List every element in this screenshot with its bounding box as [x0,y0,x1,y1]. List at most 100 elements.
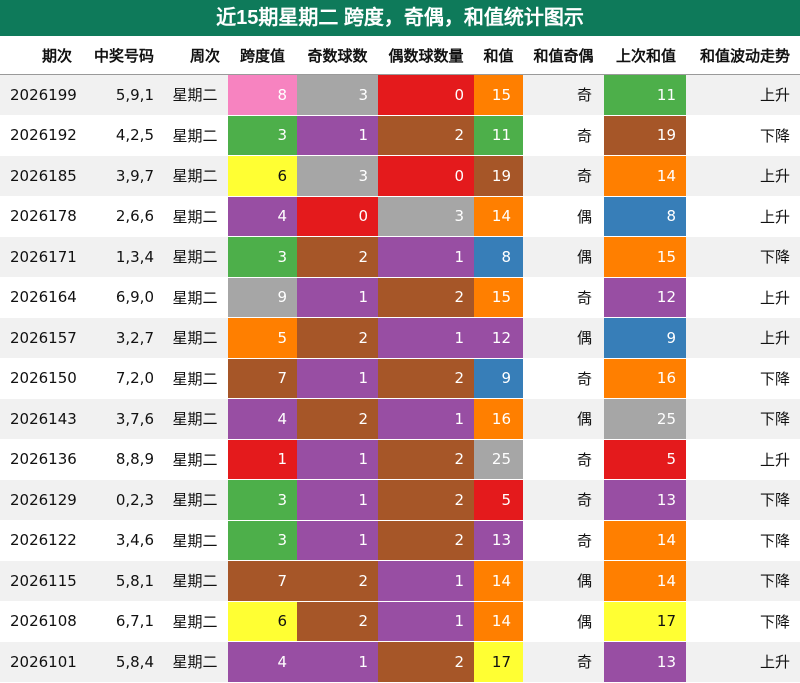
odd-count-cell: 1 [297,358,378,399]
weekday-cell: 星期二 [162,520,228,561]
numbers-cell: 6,7,1 [88,601,162,642]
odd-count-cell: 1 [297,115,378,156]
parity-cell: 奇 [523,479,604,521]
even-count-cell: 2 [378,277,474,318]
trend-cell: 上升 [686,317,800,359]
table-row: 2026199 5,9,1 星期二 8 3 0 15 奇 11 上升 [0,74,800,116]
span-cell: 8 [228,74,297,116]
header-odd-count: 奇数球数 [297,36,378,75]
parity-cell: 偶 [523,236,604,278]
prev-sum-cell: 9 [604,317,686,359]
sum-cell: 14 [474,601,523,642]
trend-cell: 上升 [686,277,800,318]
period-cell: 2026108 [0,601,88,642]
prev-sum-cell: 12 [604,277,686,318]
table-row: 2026136 8,8,9 星期二 1 1 2 25 奇 5 上升 [0,439,800,480]
table-row: 2026101 5,8,4 星期二 4 1 2 17 奇 13 上升 [0,641,800,683]
span-cell: 4 [228,641,297,683]
period-cell: 2026164 [0,277,88,318]
even-count-cell: 1 [378,560,474,602]
sum-cell: 15 [474,74,523,116]
numbers-cell: 2,6,6 [88,196,162,237]
sum-cell: 15 [474,277,523,318]
numbers-cell: 4,2,5 [88,115,162,156]
span-cell: 4 [228,398,297,440]
prev-sum-cell: 13 [604,641,686,683]
odd-count-cell: 2 [297,236,378,278]
even-count-cell: 2 [378,641,474,683]
trend-cell: 下降 [686,398,800,440]
trend-cell: 下降 [686,236,800,278]
prev-sum-cell: 14 [604,520,686,561]
prev-sum-cell: 8 [604,196,686,237]
even-count-cell: 0 [378,74,474,116]
sum-cell: 9 [474,358,523,399]
table-header-row: 期次 中奖号码 周次 跨度值 奇数球数 偶数球数量 和值 和值奇偶 上次和值 和… [0,36,800,75]
even-count-cell: 3 [378,196,474,237]
span-cell: 3 [228,115,297,156]
table-row: 2026178 2,6,6 星期二 4 0 3 14 偶 8 上升 [0,196,800,237]
prev-sum-cell: 19 [604,115,686,156]
parity-cell: 奇 [523,155,604,197]
period-cell: 2026122 [0,520,88,561]
header-sum-parity: 和值奇偶 [523,36,604,75]
parity-cell: 奇 [523,520,604,561]
weekday-cell: 星期二 [162,479,228,521]
table-row: 2026171 1,3,4 星期二 3 2 1 8 偶 15 下降 [0,236,800,278]
even-count-cell: 1 [378,236,474,278]
table-row: 2026108 6,7,1 星期二 6 2 1 14 偶 17 下降 [0,601,800,642]
prev-sum-cell: 13 [604,479,686,521]
span-cell: 6 [228,601,297,642]
span-cell: 1 [228,439,297,480]
prev-sum-cell: 14 [604,155,686,197]
odd-count-cell: 1 [297,277,378,318]
header-prev-sum: 上次和值 [604,36,686,75]
numbers-cell: 6,9,0 [88,277,162,318]
prev-sum-cell: 5 [604,439,686,480]
trend-cell: 上升 [686,641,800,683]
span-cell: 6 [228,155,297,197]
even-count-cell: 0 [378,155,474,197]
parity-cell: 偶 [523,601,604,642]
prev-sum-cell: 14 [604,560,686,602]
span-cell: 9 [228,277,297,318]
stats-table: 期次 中奖号码 周次 跨度值 奇数球数 偶数球数量 和值 和值奇偶 上次和值 和… [0,36,800,683]
header-sum: 和值 [474,36,523,75]
weekday-cell: 星期二 [162,196,228,237]
period-cell: 2026143 [0,398,88,440]
odd-count-cell: 1 [297,479,378,521]
table-row: 2026157 3,2,7 星期二 5 2 1 12 偶 9 上升 [0,317,800,359]
table-row: 2026150 7,2,0 星期二 7 1 2 9 奇 16 下降 [0,358,800,399]
parity-cell: 奇 [523,277,604,318]
weekday-cell: 星期二 [162,601,228,642]
parity-cell: 奇 [523,74,604,116]
span-cell: 3 [228,479,297,521]
even-count-cell: 2 [378,358,474,399]
sum-cell: 19 [474,155,523,197]
header-weekday: 周次 [162,36,228,75]
header-span: 跨度值 [228,36,297,75]
header-trend: 和值波动走势 [686,36,800,75]
weekday-cell: 星期二 [162,155,228,197]
prev-sum-cell: 15 [604,236,686,278]
parity-cell: 偶 [523,196,604,237]
period-cell: 2026150 [0,358,88,399]
sum-cell: 16 [474,398,523,440]
period-cell: 2026199 [0,74,88,116]
numbers-cell: 5,8,1 [88,560,162,602]
span-cell: 5 [228,317,297,359]
weekday-cell: 星期二 [162,277,228,318]
header-even-count: 偶数球数量 [378,36,474,75]
odd-count-cell: 0 [297,196,378,237]
numbers-cell: 8,8,9 [88,439,162,480]
trend-cell: 下降 [686,601,800,642]
parity-cell: 奇 [523,641,604,683]
header-period: 期次 [0,36,88,75]
weekday-cell: 星期二 [162,236,228,278]
trend-cell: 上升 [686,439,800,480]
trend-cell: 上升 [686,74,800,116]
parity-cell: 偶 [523,560,604,602]
period-cell: 2026192 [0,115,88,156]
trend-cell: 下降 [686,115,800,156]
parity-cell: 奇 [523,115,604,156]
